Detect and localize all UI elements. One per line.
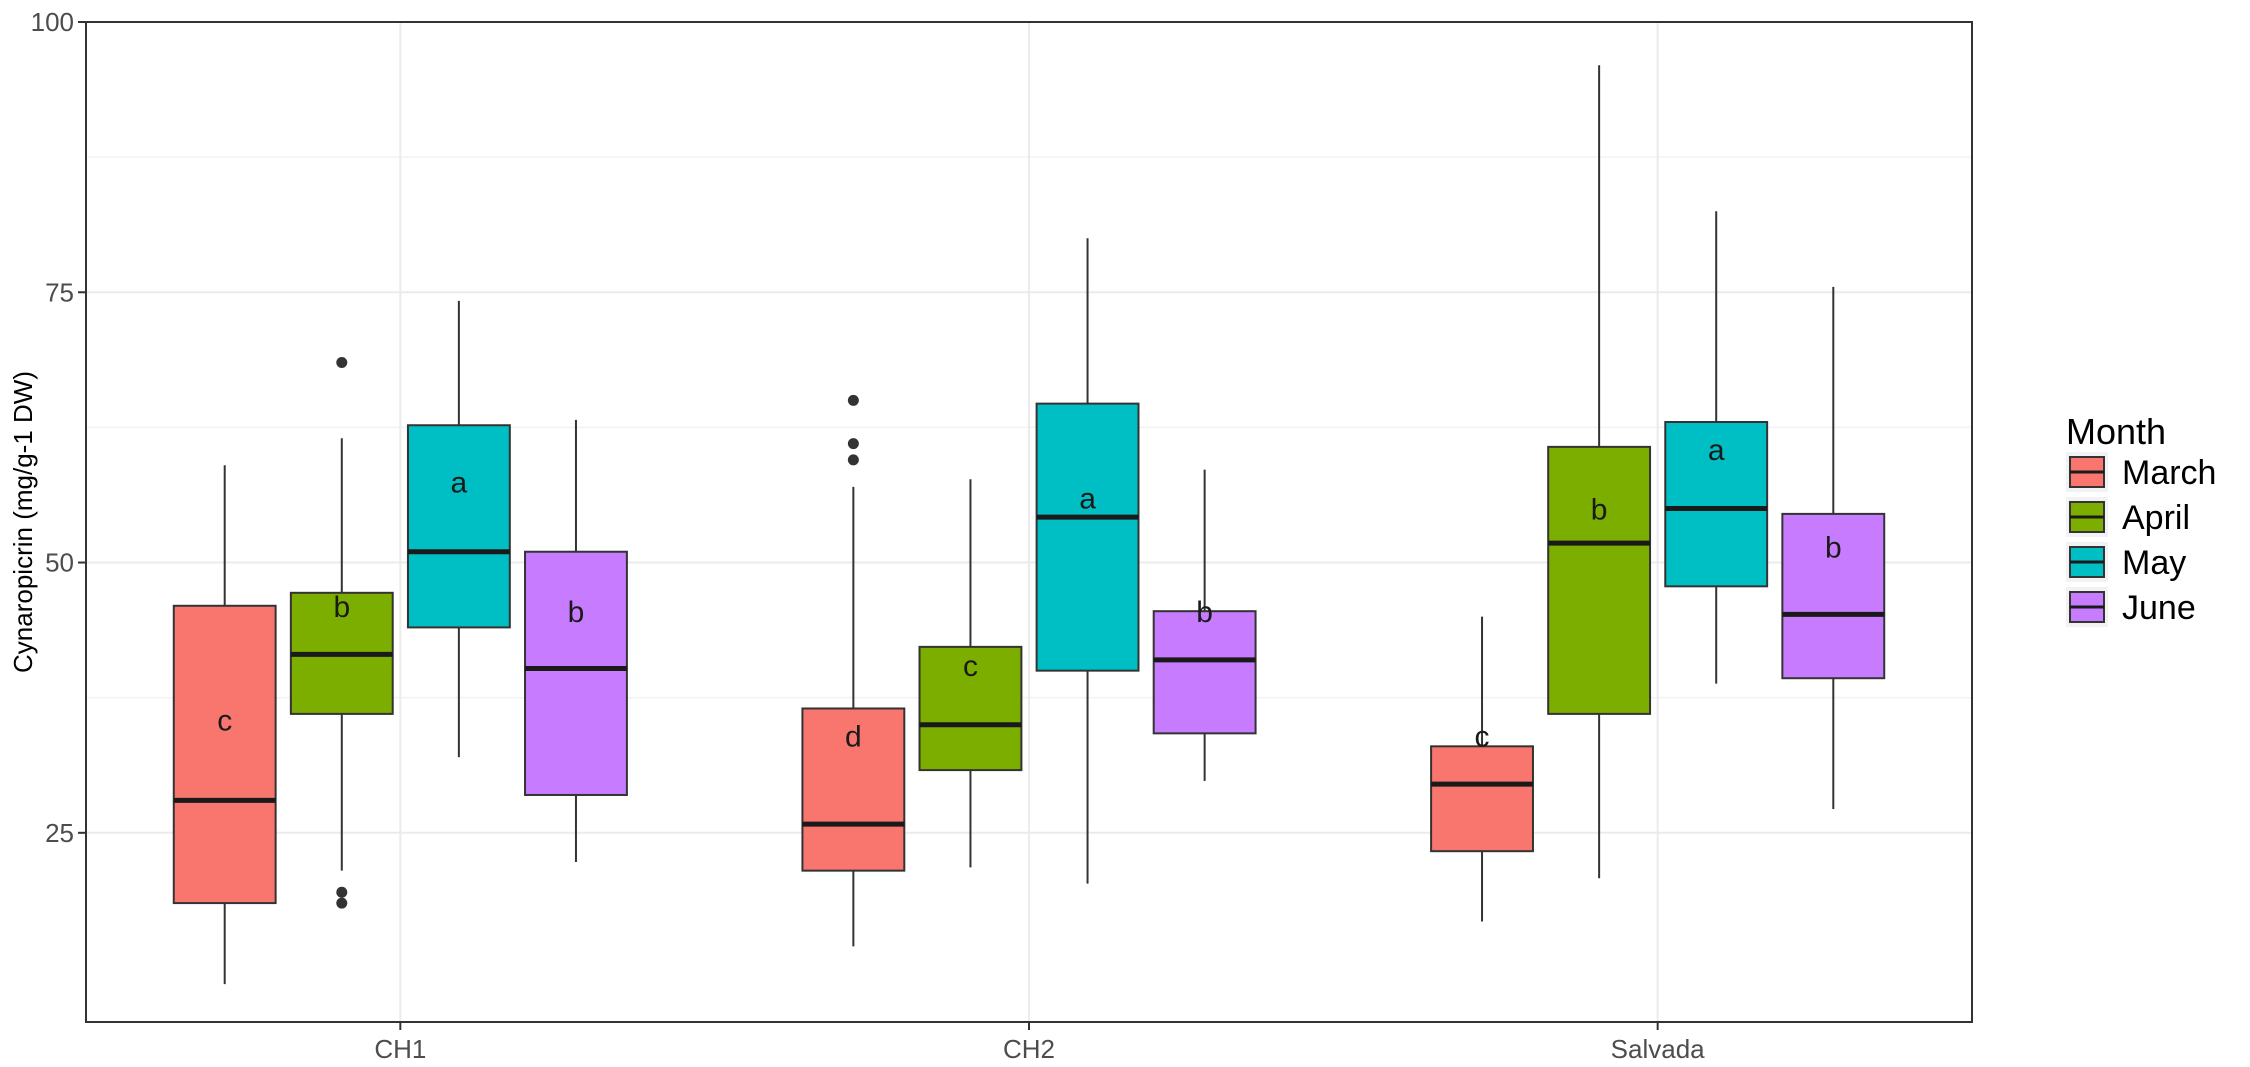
legend: Month March April May June: [2066, 411, 2216, 627]
outlier-point: [336, 886, 348, 898]
y-tick-label: 50: [45, 548, 74, 578]
significance-letter: a: [1708, 434, 1725, 467]
significance-letter: b: [1196, 596, 1213, 629]
box-march-salvada: c: [1430, 616, 1534, 922]
box-april-salvada: b: [1547, 65, 1652, 879]
outlier-point: [336, 357, 348, 369]
legend-label: April: [2122, 499, 2190, 537]
box-june-ch2: b: [1152, 469, 1257, 781]
y-tick-label: 75: [45, 277, 74, 307]
significance-letter: a: [451, 466, 468, 499]
significance-letter: c: [1475, 721, 1490, 754]
box-iqr: [1547, 445, 1652, 715]
box-marks: c d c b c b a a a b b b: [172, 65, 1886, 985]
box-march-ch1: c: [172, 465, 277, 985]
box-april-ch2: c: [918, 479, 1023, 868]
box-april-ch1: b: [289, 357, 394, 909]
significance-letter: c: [963, 650, 978, 683]
box-iqr: [1664, 421, 1769, 588]
box-iqr: [1781, 512, 1886, 680]
legend-title: Month: [2066, 411, 2166, 452]
significance-letter: a: [1079, 483, 1096, 516]
legend-item-april: April: [2066, 497, 2190, 537]
outlier-point: [847, 394, 859, 406]
significance-letter: b: [1825, 531, 1842, 564]
legend-item-may: May: [2066, 542, 2186, 582]
legend-label: March: [2122, 454, 2216, 492]
outlier-point: [847, 454, 859, 466]
significance-letter: b: [568, 596, 585, 629]
grid: [86, 21, 1972, 1022]
box-iqr: [801, 707, 906, 872]
box-iqr: [406, 424, 511, 629]
y-tick-label: 25: [45, 818, 74, 848]
outlier-point: [847, 438, 859, 450]
box-june-salvada: b: [1781, 286, 1886, 810]
box-iqr: [524, 550, 628, 796]
legend-label: June: [2122, 589, 2196, 627]
significance-letter: d: [845, 721, 862, 754]
outlier-point: [336, 897, 348, 909]
box-may-ch2: a: [1035, 238, 1140, 884]
x-tick-label: Salvada: [1611, 1034, 1705, 1064]
y-axis-title: Cynaropicrin (mg/g-1 DW): [8, 371, 38, 673]
box-march-ch2: d: [801, 394, 906, 947]
box-iqr: [918, 645, 1023, 772]
legend-label: May: [2122, 544, 2186, 582]
box-may-ch1: a: [406, 300, 511, 758]
legend-item-june: June: [2066, 587, 2196, 627]
axes: 25 50 75 100 CH1 CH2 Salvada: [31, 7, 1706, 1064]
box-june-ch1: b: [524, 419, 628, 862]
box-iqr: [1430, 745, 1534, 853]
box-may-salvada: a: [1664, 211, 1769, 684]
x-tick-label: CH1: [374, 1034, 426, 1064]
legend-item-march: March: [2066, 452, 2216, 492]
x-tick-label: CH2: [1003, 1034, 1055, 1064]
box-iqr: [1035, 402, 1140, 672]
significance-letter: b: [1591, 493, 1608, 526]
significance-letter: c: [217, 704, 232, 737]
box-iqr: [1152, 610, 1257, 735]
box-iqr: [172, 604, 277, 905]
y-tick-label: 100: [31, 7, 74, 37]
significance-letter: b: [333, 591, 350, 624]
